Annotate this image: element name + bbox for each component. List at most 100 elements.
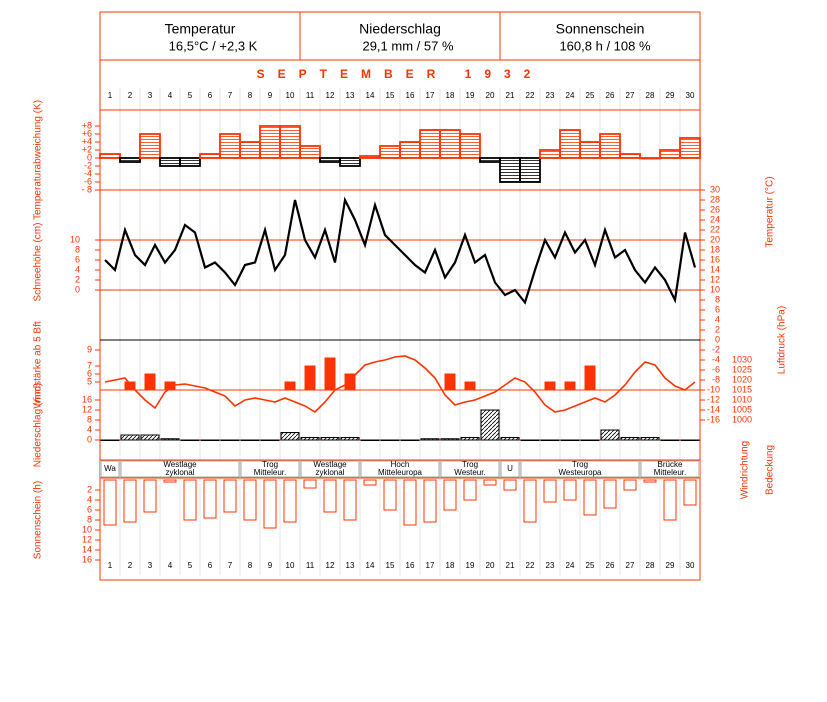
day-label: 20	[486, 561, 495, 570]
bar	[363, 479, 377, 486]
y-tick-label: -12	[707, 394, 720, 404]
y-tick-label: 0	[87, 434, 92, 444]
bar	[619, 153, 641, 159]
bar	[99, 153, 121, 159]
bar	[600, 429, 620, 441]
bar	[499, 157, 521, 183]
y-tick-label: +8	[82, 120, 92, 130]
day-label: 5	[188, 91, 193, 100]
y-tick-label: 22	[710, 224, 720, 234]
day-label: 13	[346, 91, 355, 100]
bar	[284, 381, 296, 391]
y-tick-label: 30	[710, 184, 720, 194]
bar	[440, 438, 460, 441]
y-tick-label: 16	[82, 554, 92, 564]
bar	[199, 153, 221, 159]
weather-type-label: zyklonal	[316, 468, 345, 477]
bar	[543, 479, 557, 503]
day-label: 27	[626, 561, 635, 570]
bar	[460, 437, 480, 441]
weather-type-box	[240, 460, 300, 478]
bar	[103, 479, 117, 526]
bar	[280, 432, 300, 441]
y-tick-label: -4	[712, 354, 720, 364]
bar	[359, 155, 381, 159]
day-label: 20	[486, 91, 495, 100]
day-label: 14	[366, 561, 375, 570]
day-label: 18	[446, 91, 455, 100]
bar	[343, 479, 357, 521]
day-label: 8	[248, 561, 253, 570]
bar	[219, 133, 241, 159]
day-label: 5	[188, 561, 193, 570]
bar	[544, 381, 556, 391]
bar	[423, 479, 437, 523]
day-label: 4	[168, 561, 173, 570]
day-label: 29	[666, 561, 675, 570]
y-tick-label: 10	[70, 234, 80, 244]
bar	[579, 141, 601, 159]
day-label: 27	[626, 91, 635, 100]
bar	[344, 373, 356, 391]
day-label: 21	[506, 91, 515, 100]
day-label: 3	[148, 91, 153, 100]
y-tick-label: 1000	[732, 414, 752, 424]
day-label: 25	[586, 91, 595, 100]
y-tick-label: 8	[75, 244, 80, 254]
day-label: 21	[506, 561, 515, 570]
y-tick-label: 12	[82, 534, 92, 544]
y-tick-label: 0	[715, 334, 720, 344]
y-tick-label: 0	[87, 152, 92, 162]
day-label: 7	[228, 91, 233, 100]
day-label: 12	[326, 91, 335, 100]
y-tick-label: -6	[84, 176, 92, 186]
bar	[639, 157, 661, 160]
weather-type-box	[100, 460, 120, 478]
weather-type-label: Mitteleur.	[254, 468, 286, 477]
bar	[439, 129, 461, 159]
bar	[464, 381, 476, 391]
bar	[659, 149, 681, 159]
weather-type-label: Trog	[462, 460, 478, 469]
bar	[239, 141, 261, 159]
grid	[99, 88, 681, 575]
bar	[620, 437, 640, 441]
bar	[220, 439, 240, 441]
day-label: 30	[686, 561, 695, 570]
day-label: 9	[268, 561, 273, 570]
day-label: 29	[666, 91, 675, 100]
y-tick-label: - 8	[81, 184, 92, 194]
bar	[379, 145, 401, 159]
day-label: 17	[426, 561, 435, 570]
bar	[623, 479, 637, 491]
bar	[304, 365, 316, 391]
bar	[683, 479, 697, 506]
day-label: 23	[546, 561, 555, 570]
day-label: 9	[268, 91, 273, 100]
y-tick-label: 2	[75, 274, 80, 284]
header-label: Niederschlag	[359, 21, 441, 37]
y-tick-label: +2	[82, 144, 92, 154]
y-tick-label: 12	[710, 274, 720, 284]
weather-type-label: Westlage	[163, 460, 197, 469]
day-label: 22	[526, 91, 535, 100]
day-label: 24	[566, 91, 575, 100]
y-tick-label: -2	[712, 344, 720, 354]
weather-type-label: Trog	[572, 460, 588, 469]
bar	[559, 129, 581, 159]
bar	[324, 357, 336, 391]
bar	[584, 365, 596, 391]
day-label: 18	[446, 561, 455, 570]
month-title: SEPTEMBER 1932	[257, 67, 544, 81]
bar	[539, 149, 561, 159]
bar	[263, 479, 277, 529]
weather-type-box	[500, 460, 520, 478]
weather-type-label: Mitteleur.	[654, 468, 686, 477]
bar	[444, 373, 456, 391]
header-value: 16,5°C / +2,3 K	[169, 38, 258, 53]
weather-type-label: Mitteleuropa	[378, 468, 423, 477]
header-label: Temperatur	[165, 21, 236, 37]
bar	[560, 439, 580, 441]
day-label: 22	[526, 561, 535, 570]
bar	[500, 437, 520, 441]
